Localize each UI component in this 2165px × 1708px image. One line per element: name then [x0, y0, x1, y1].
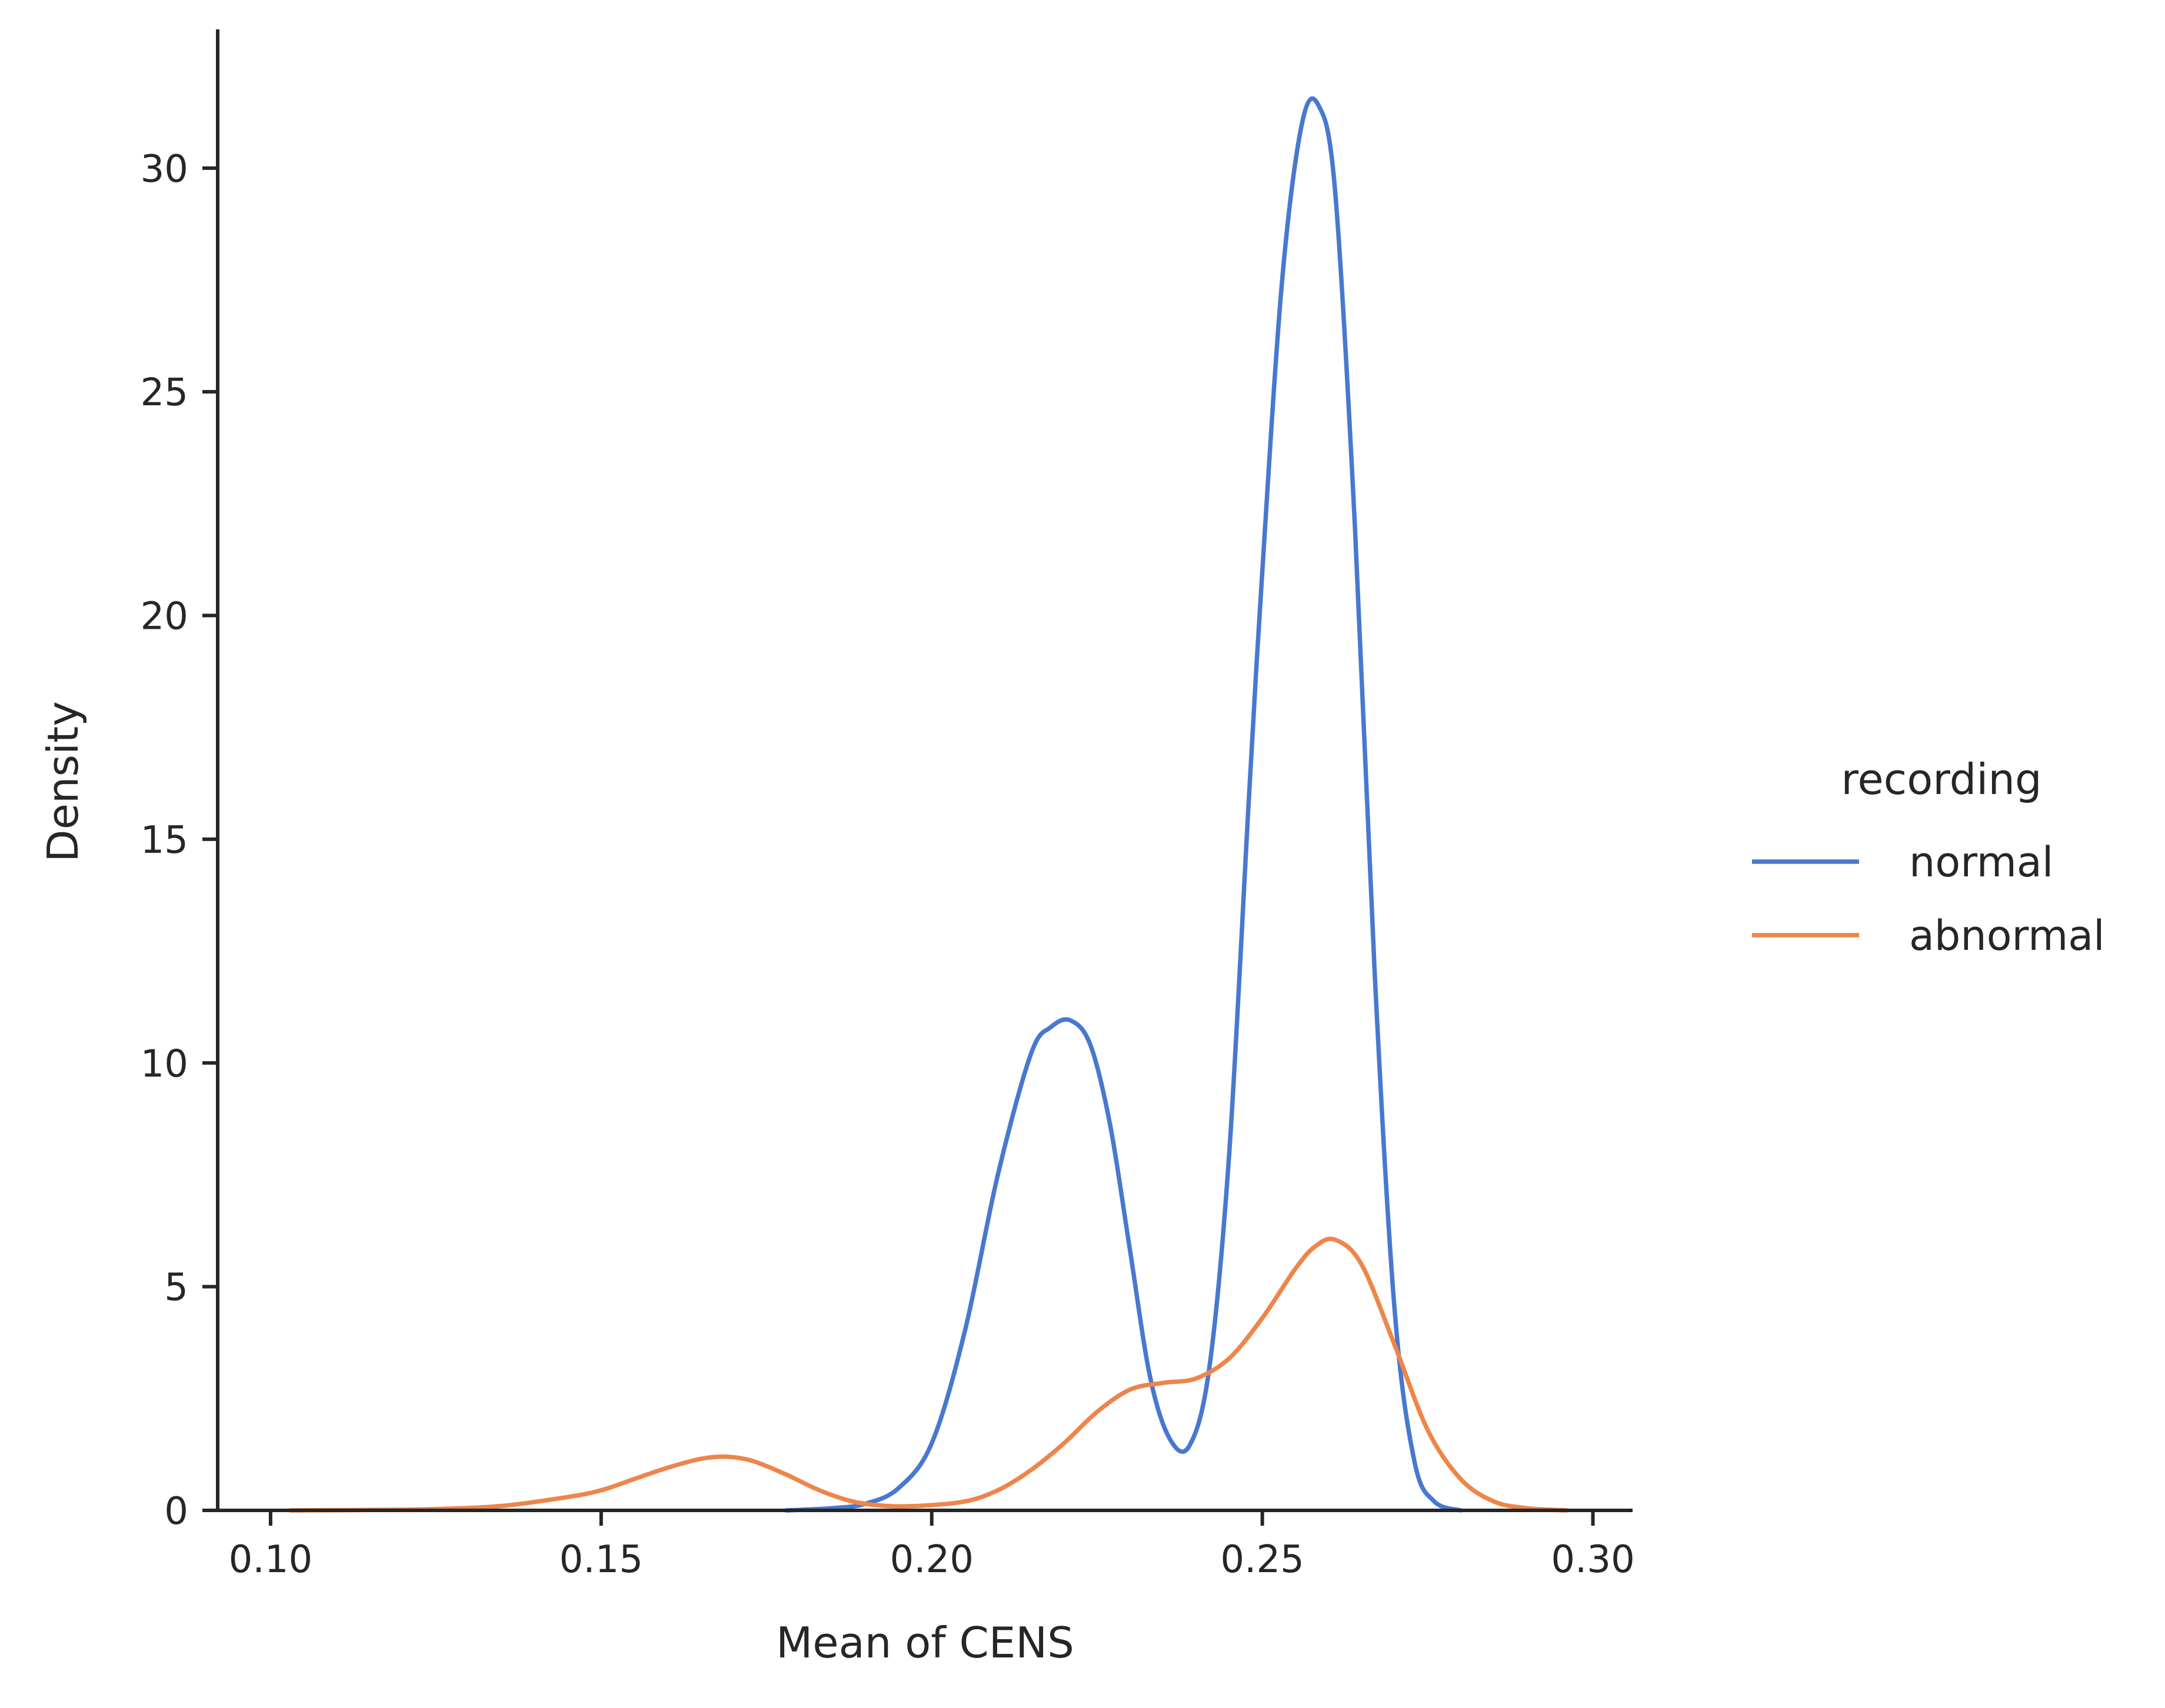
y-tick-label: 5 [164, 1266, 188, 1310]
y-tick-label: 30 [141, 148, 188, 191]
legend: recording normal abnormal [1752, 755, 2105, 960]
x-tick-label: 0.25 [1220, 1538, 1304, 1582]
y-tick-label: 20 [141, 595, 188, 639]
x-tick-label: 0.15 [559, 1538, 644, 1582]
series-line-normal [784, 96, 1463, 1513]
series-line-abnormal [288, 1236, 1569, 1513]
y-axis-label: Density [38, 701, 88, 862]
y-tick-label: 0 [164, 1490, 188, 1533]
x-tick-label: 0.30 [1551, 1538, 1635, 1582]
y-tick-label: 25 [141, 371, 188, 415]
legend-label-abnormal: abnormal [1909, 912, 2105, 960]
y-tick-label: 15 [141, 819, 188, 862]
legend-title: recording [1841, 755, 2041, 804]
x-tick-label: 0.10 [229, 1538, 313, 1582]
x-tick-label: 0.20 [890, 1538, 974, 1582]
plot-area [288, 96, 1569, 1513]
axes: 0.10 0.15 0.20 0.25 0.30 0 5 10 15 20 25 30 [141, 29, 1635, 1582]
x-axis-label: Mean of CENS [776, 1618, 1074, 1667]
y-tick-label: 10 [141, 1042, 188, 1086]
legend-label-normal: normal [1909, 838, 2053, 886]
